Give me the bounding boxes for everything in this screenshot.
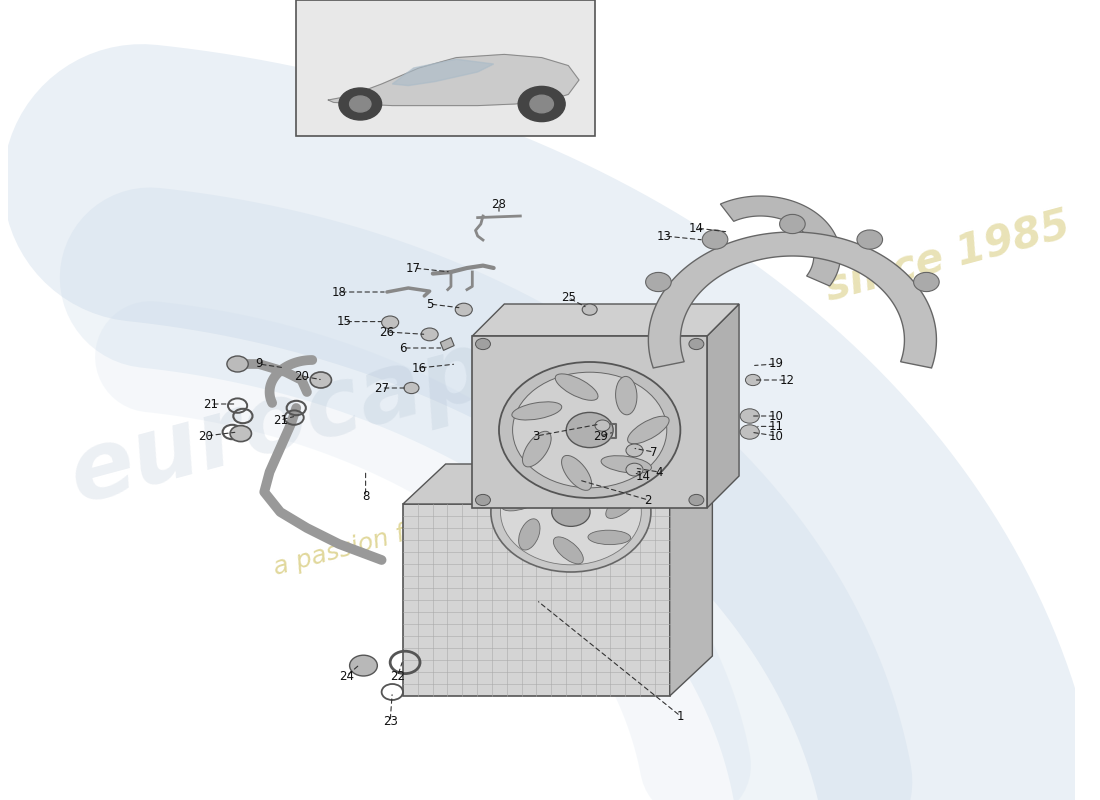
Text: 28: 28 [492,198,506,210]
Circle shape [689,494,704,506]
Circle shape [582,304,597,315]
Polygon shape [472,304,739,336]
Text: 14: 14 [689,222,704,234]
Circle shape [350,655,377,676]
Ellipse shape [553,537,583,564]
Polygon shape [648,232,936,368]
Text: a passion for parts since 1985: a passion for parts since 1985 [271,459,641,581]
Ellipse shape [531,467,571,486]
Text: 16: 16 [411,362,427,374]
Text: 18: 18 [331,286,346,298]
Text: 23: 23 [383,715,397,728]
Text: 15: 15 [337,315,352,328]
Text: 6: 6 [399,342,407,354]
Text: 19: 19 [769,358,784,370]
Text: 21: 21 [273,414,288,426]
Text: 1: 1 [676,710,684,722]
Circle shape [339,88,382,120]
Circle shape [702,230,728,249]
Circle shape [780,214,805,234]
Text: 12: 12 [780,374,794,386]
Circle shape [499,362,681,498]
Polygon shape [296,0,595,136]
Text: 11: 11 [769,420,784,433]
Ellipse shape [585,462,606,494]
Circle shape [626,444,644,457]
Text: eurocaps: eurocaps [60,309,553,523]
Circle shape [382,316,398,329]
Circle shape [566,413,613,448]
Circle shape [513,372,667,488]
Ellipse shape [502,492,541,511]
Polygon shape [328,54,579,106]
Text: 7: 7 [650,446,658,458]
Polygon shape [440,338,454,350]
Circle shape [857,230,882,249]
Ellipse shape [628,416,669,444]
Circle shape [500,459,641,565]
Circle shape [914,272,939,292]
Text: 27: 27 [374,382,389,394]
Circle shape [475,494,491,506]
Polygon shape [403,504,670,696]
Text: 8: 8 [362,490,370,502]
Text: 26: 26 [379,326,395,338]
Text: 10: 10 [769,410,784,422]
Text: 17: 17 [406,262,421,274]
Polygon shape [472,336,707,508]
Circle shape [491,452,651,572]
Text: 2: 2 [645,494,652,506]
Text: 22: 22 [390,670,405,682]
Circle shape [552,498,590,526]
Text: 14: 14 [636,470,650,482]
Circle shape [310,372,331,388]
Circle shape [689,338,704,350]
Ellipse shape [556,374,598,400]
Text: 4: 4 [656,466,663,478]
Text: 9: 9 [255,358,263,370]
Circle shape [421,328,438,341]
Polygon shape [393,59,494,86]
Circle shape [595,420,610,431]
Polygon shape [707,304,739,508]
Text: 25: 25 [561,291,575,304]
Text: 10: 10 [769,430,784,442]
Circle shape [518,86,565,122]
Circle shape [227,356,249,372]
Circle shape [530,95,553,113]
Text: 13: 13 [657,230,672,242]
Ellipse shape [512,402,562,420]
Polygon shape [670,464,713,696]
Ellipse shape [522,431,551,467]
Circle shape [350,96,371,112]
Ellipse shape [616,377,637,414]
Ellipse shape [601,456,651,473]
Circle shape [646,272,671,292]
Text: 21: 21 [204,398,219,410]
Text: 5: 5 [426,298,433,310]
Text: 29: 29 [593,430,608,442]
Circle shape [740,425,759,439]
Text: 20: 20 [198,430,213,442]
Ellipse shape [606,492,637,518]
Ellipse shape [562,455,592,490]
Circle shape [455,303,472,316]
Circle shape [740,409,759,423]
Ellipse shape [518,519,540,550]
Circle shape [404,382,419,394]
Circle shape [230,426,252,442]
Circle shape [626,463,644,476]
Ellipse shape [588,530,630,545]
Polygon shape [403,464,713,504]
Text: 24: 24 [339,670,354,682]
Text: since 1985: since 1985 [820,203,1075,309]
Text: 20: 20 [294,370,309,382]
Polygon shape [720,196,840,286]
Circle shape [746,374,760,386]
Circle shape [475,338,491,350]
Text: 3: 3 [532,430,540,442]
